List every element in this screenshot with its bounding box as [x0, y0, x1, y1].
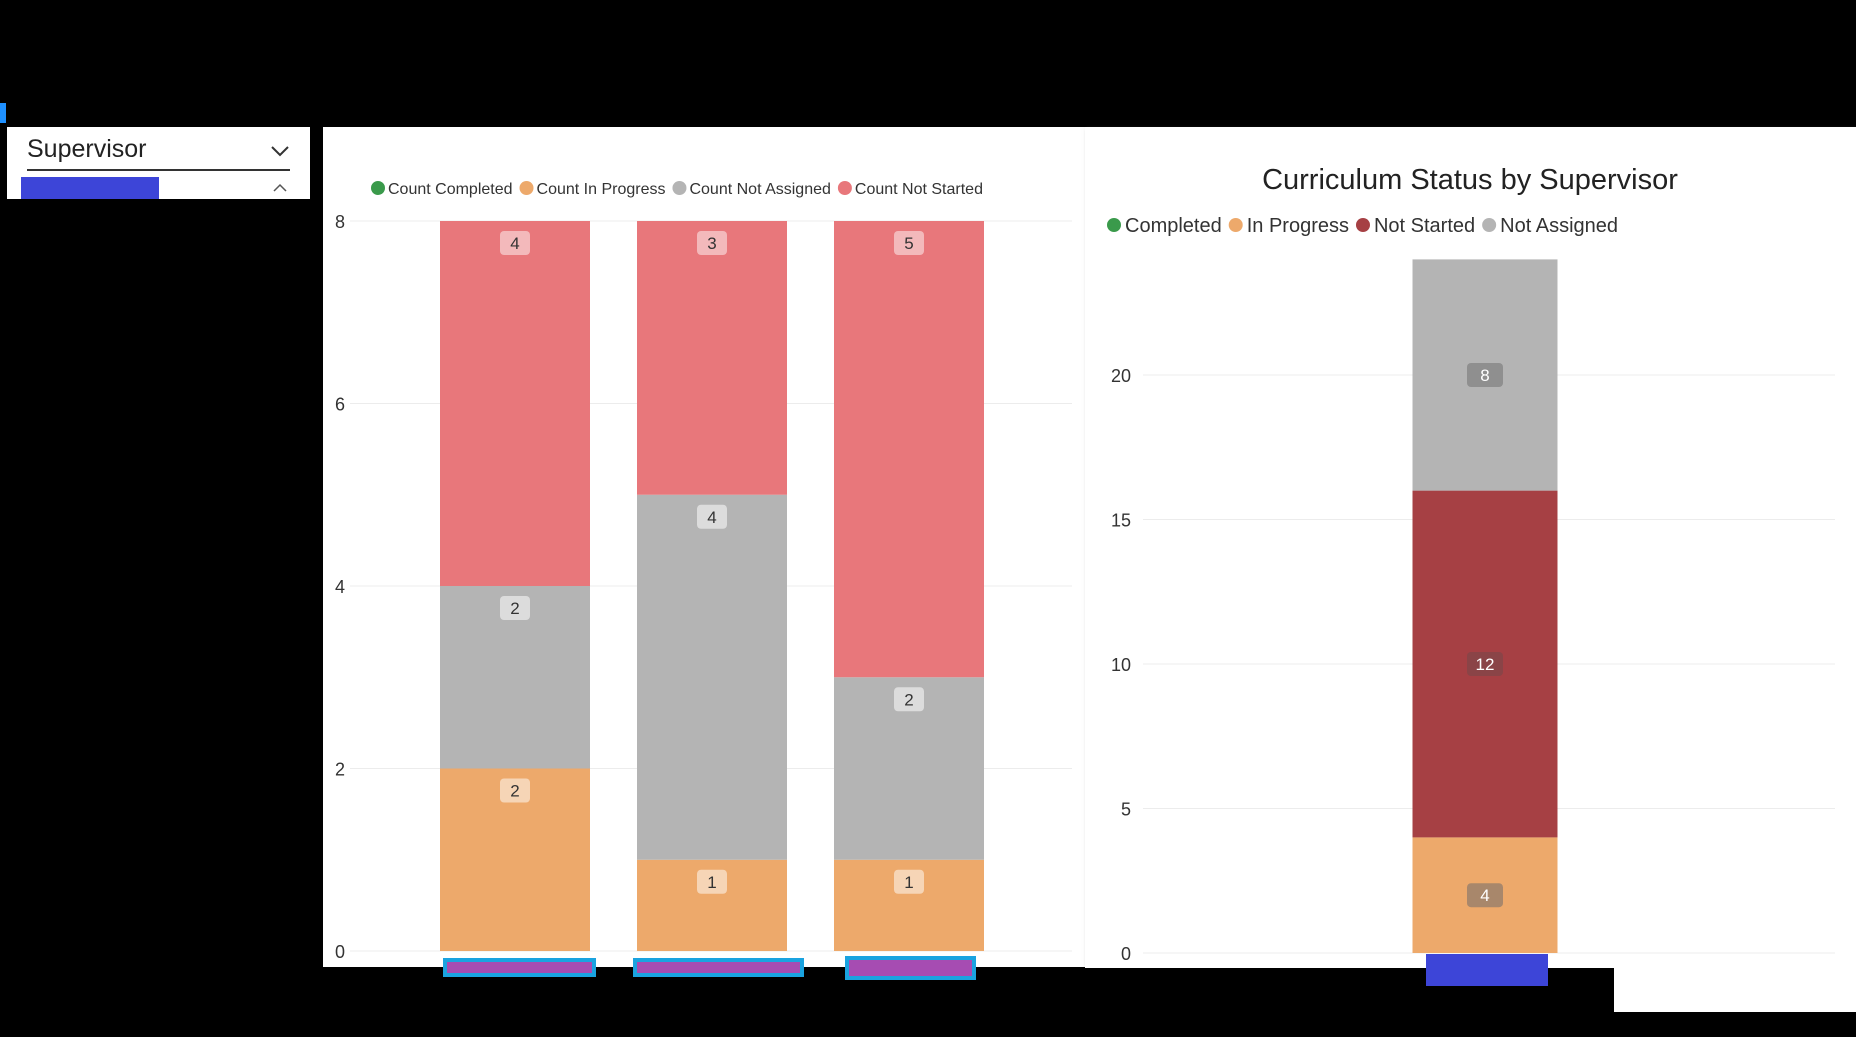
data-label: 12	[1476, 655, 1495, 674]
data-label-box	[500, 596, 530, 620]
legend-marker	[672, 181, 687, 195]
y-tick-label: 20	[1111, 366, 1131, 386]
legend-marker	[1107, 218, 1121, 232]
data-label: 1	[904, 873, 913, 892]
data-label: 1	[707, 873, 716, 892]
y-tick-label: 2	[335, 760, 345, 780]
legend-item[interactable]: In Progress	[1247, 215, 1349, 237]
legend-marker	[1355, 218, 1370, 232]
legend-marker	[519, 181, 534, 195]
data-label: 4	[1480, 886, 1489, 905]
data-label-box	[1467, 652, 1503, 676]
data-label-box	[894, 687, 924, 712]
legend-item[interactable]: Count In Progress	[537, 181, 666, 198]
legend-item[interactable]: Count Not Started	[855, 181, 983, 198]
data-label-box	[1467, 883, 1503, 908]
y-tick-label: 4	[335, 577, 345, 597]
legend-marker	[1482, 218, 1497, 232]
stacked-bar-chart-by-employee: 0 2 4 6 8 Count Completed Count In Progress Cou…	[335, 181, 1072, 962]
bar-segment[interactable]	[637, 221, 787, 495]
chevron-down-icon[interactable]	[270, 135, 290, 165]
y-tick-label: 0	[1121, 944, 1131, 964]
legend-item[interactable]: Count Completed	[388, 181, 513, 198]
legend-item[interactable]: Not Started	[1374, 215, 1475, 237]
y-tick-label: 6	[335, 395, 345, 415]
y-tick-label: 10	[1111, 655, 1131, 675]
bar-segment[interactable]	[440, 221, 590, 586]
data-label: 2	[904, 690, 913, 709]
legend-marker	[371, 181, 385, 195]
data-label: 2	[510, 782, 519, 801]
slicer-underline	[27, 169, 290, 171]
slicer-label: Supervisor	[27, 135, 147, 163]
curriculum-status-chart: Curriculum Status by Supervisor 0 5 10 15 20 C…	[1107, 164, 1835, 964]
legend-marker	[837, 181, 852, 195]
y-tick-label: 0	[335, 942, 345, 962]
y-tick-label: 15	[1111, 511, 1131, 531]
chart-title: Curriculum Status by Supervisor	[1262, 164, 1678, 196]
bar-segment[interactable]	[834, 221, 984, 678]
data-label-box	[894, 231, 924, 255]
data-label: 4	[707, 508, 716, 527]
legend-marker	[1228, 218, 1243, 232]
data-label-box	[697, 231, 727, 255]
bar-segment[interactable]	[637, 494, 787, 860]
legend-item[interactable]: Completed	[1125, 215, 1222, 237]
y-tick-label: 8	[335, 212, 345, 232]
data-label-box	[500, 778, 530, 803]
data-label-box	[697, 869, 727, 894]
data-label-box	[894, 869, 924, 894]
data-label-box	[697, 504, 727, 529]
legend-item[interactable]: Count Not Assigned	[689, 181, 830, 198]
data-label: 2	[510, 599, 519, 618]
chevron-up-icon[interactable]	[272, 181, 288, 193]
data-label: 3	[707, 234, 716, 253]
slicer-selected-item-redacted[interactable]	[21, 177, 159, 199]
black-mask-bottom-right	[1614, 1012, 1856, 1037]
black-mask-left	[0, 200, 317, 1037]
black-mask-bottom	[317, 968, 1614, 1037]
legend-item[interactable]: Not Assigned	[1500, 215, 1618, 237]
y-tick-label: 5	[1121, 800, 1131, 820]
data-label-box	[500, 231, 530, 255]
data-label: 8	[1480, 366, 1489, 385]
data-label-box	[1467, 363, 1503, 387]
edge-marker	[0, 103, 6, 123]
supervisor-slicer[interactable]: Supervisor	[7, 127, 310, 199]
data-label: 5	[904, 234, 913, 253]
data-label: 4	[510, 234, 519, 253]
